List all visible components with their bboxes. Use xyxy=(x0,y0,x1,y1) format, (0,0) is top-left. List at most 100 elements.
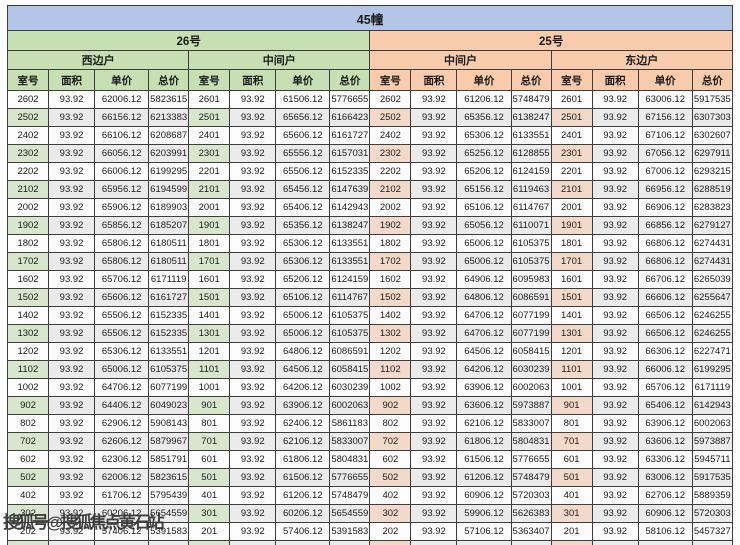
area-cell: 93.92 xyxy=(48,216,96,235)
area-cell: 93.92 xyxy=(591,324,639,343)
area-cell: 93.92 xyxy=(229,378,277,397)
room-number-cell: 302 xyxy=(369,504,412,523)
area-cell: 93.92 xyxy=(410,108,458,127)
unit-price-cell: 66856.12 xyxy=(637,216,693,235)
room-number-cell: 1602 xyxy=(369,270,412,289)
room-number-cell: 402 xyxy=(369,486,412,505)
col-unit-price: 单价 xyxy=(637,69,693,91)
room-number-cell: 2402 xyxy=(6,126,50,145)
total-price-cell: 6161727 xyxy=(329,126,371,145)
total-price-cell: 6302607 xyxy=(691,126,734,145)
table-row: 2602 93.92 62006.12 5823615 2601 93.92 61506.1… xyxy=(6,90,734,109)
table-row: 10293.9254906.12515674310193.9254906.125… xyxy=(6,540,734,545)
area-cell: 93.92 xyxy=(591,540,639,545)
unit-price-cell: 54606.12 xyxy=(456,540,512,545)
price-table: 45幢 26号 25号 西边户 中间户 中间户 东边户 室号 面积 单价 总价 … xyxy=(6,5,734,545)
total-price-cell: 5269487 xyxy=(691,540,734,545)
room-number-cell: 1302 xyxy=(369,324,412,343)
unit-price-cell: 60906.12 xyxy=(456,486,512,505)
area-cell: 93.92 xyxy=(48,126,96,145)
room-number-cell: 901 xyxy=(550,396,593,415)
total-price-cell: 6105375 xyxy=(510,252,552,271)
unit-price-cell: 58106.12 xyxy=(637,522,693,541)
unit-price-cell: 65306.12 xyxy=(275,234,331,253)
unit-type-row: 西边户 中间户 中间户 东边户 xyxy=(6,50,734,70)
room-number-cell: 802 xyxy=(369,414,412,433)
area-cell: 93.92 xyxy=(48,234,96,253)
total-price-cell: 5795439 xyxy=(148,486,190,505)
area-cell: 93.92 xyxy=(591,504,639,523)
area-cell: 93.92 xyxy=(410,252,458,271)
room-number-cell: 1802 xyxy=(6,234,50,253)
room-number-cell: 1902 xyxy=(6,216,50,235)
area-cell: 93.92 xyxy=(229,504,277,523)
title-row: 45幢 xyxy=(7,5,733,31)
area-cell: 93.92 xyxy=(48,360,96,379)
total-price-cell: 5823615 xyxy=(148,468,190,487)
total-price-cell: 6124159 xyxy=(329,270,371,289)
area-cell: 93.92 xyxy=(591,252,639,271)
area-cell: 93.92 xyxy=(229,162,277,181)
area-cell: 93.92 xyxy=(229,288,277,307)
room-number-cell: 1801 xyxy=(550,234,593,253)
total-price-cell: 6246255 xyxy=(691,324,734,343)
area-cell: 93.92 xyxy=(410,234,458,253)
table-row: 802 93.92 62906.12 5908143 801 93.92 62406.12 5… xyxy=(6,414,734,433)
area-cell: 93.92 xyxy=(410,288,458,307)
unit-price-cell: 66806.12 xyxy=(637,252,693,271)
unit-price-cell: 62006.12 xyxy=(94,90,150,109)
unit-price-cell: 65856.12 xyxy=(94,216,150,235)
unit-price-cell: 65306.12 xyxy=(456,126,512,145)
column-header-row: 室号 面积 单价 总价 室号 面积 单价 总价 室号 面积 单价 总价 室号 面… xyxy=(6,69,734,91)
unit-price-cell: 65356.12 xyxy=(275,216,331,235)
unit-price-cell: 57406.12 xyxy=(275,522,331,541)
room-number-cell: 1901 xyxy=(550,216,593,235)
unit-price-cell: 65056.12 xyxy=(456,216,512,235)
total-price-cell: 5973887 xyxy=(691,432,734,451)
unit-price-cell: 61806.12 xyxy=(456,432,512,451)
total-price-cell: 6030239 xyxy=(329,378,371,397)
total-price-cell: 6279127 xyxy=(691,216,734,235)
total-price-cell: 5156783 xyxy=(329,540,371,545)
room-number-cell: 1902 xyxy=(369,216,412,235)
area-cell: 93.92 xyxy=(229,108,277,127)
room-number-cell: 2102 xyxy=(6,180,50,199)
table-row: 1402 93.92 65506.12 6152335 1401 93.92 65006.1… xyxy=(6,306,734,325)
room-number-cell: 1201 xyxy=(188,342,231,361)
room-number-cell: 1601 xyxy=(188,270,231,289)
room-number-cell: 401 xyxy=(188,486,231,505)
room-number-cell: 1001 xyxy=(188,378,231,397)
table-row: 1502 93.92 65606.12 6161727 1501 93.92 65106.1… xyxy=(6,288,734,307)
col-total-price: 总价 xyxy=(329,69,371,91)
total-price-cell: 6194599 xyxy=(148,180,190,199)
col-unit-price: 单价 xyxy=(275,69,331,91)
area-cell: 93.92 xyxy=(48,90,96,109)
room-number-cell: 701 xyxy=(188,432,231,451)
room-number-cell: 1102 xyxy=(6,360,50,379)
total-price-cell: 6199295 xyxy=(148,162,190,181)
col-unit-price: 单价 xyxy=(94,69,150,91)
room-number-cell: 1302 xyxy=(6,324,50,343)
table-row: 702 93.92 62606.12 5879967 701 93.92 62106.12 5… xyxy=(6,432,734,451)
room-number-cell: 2601 xyxy=(188,90,231,109)
room-number-cell: 2001 xyxy=(188,198,231,217)
room-number-cell: 702 xyxy=(6,432,50,451)
unit-price-cell: 65356.12 xyxy=(456,108,512,127)
area-cell: 93.92 xyxy=(48,324,96,343)
total-price-cell: 6124159 xyxy=(510,162,552,181)
room-number-cell: 202 xyxy=(6,522,50,541)
total-price-cell: 5851791 xyxy=(148,450,190,469)
unit-price-cell: 62906.12 xyxy=(94,414,150,433)
room-number-cell: 2002 xyxy=(369,198,412,217)
table-row: 1802 93.92 65806.12 6180511 1801 93.92 65306.1… xyxy=(6,234,734,253)
total-price-cell: 6058415 xyxy=(510,342,552,361)
unit-price-cell: 61506.12 xyxy=(275,90,331,109)
room-number-cell: 502 xyxy=(6,468,50,487)
section-25-header: 25号 xyxy=(369,30,733,51)
room-number-cell: 2301 xyxy=(188,144,231,163)
unit-price-cell: 66506.12 xyxy=(637,324,693,343)
total-price-cell: 6105375 xyxy=(329,306,371,325)
room-number-cell: 501 xyxy=(188,468,231,487)
building-title: 45幢 xyxy=(7,5,733,31)
unit-price-cell: 62406.12 xyxy=(275,414,331,433)
